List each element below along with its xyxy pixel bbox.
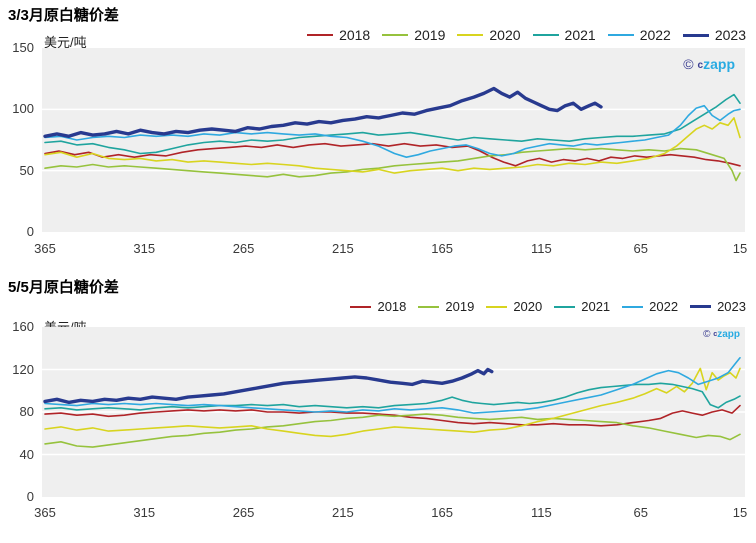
x-tick-label: 65	[633, 241, 648, 256]
legend-item-2022[interactable]: 2022	[607, 27, 671, 43]
legend-item-2019[interactable]: 2019	[418, 299, 474, 314]
legend-swatch-2020	[457, 34, 484, 36]
czapp-logo[interactable]: © czapp	[703, 329, 740, 340]
brand-text: zapp	[703, 56, 735, 72]
series-line-2019	[44, 147, 741, 182]
y-tick-label: 120	[12, 361, 34, 377]
legend-swatch-2018	[350, 305, 372, 308]
legend-5-5: 2018 2019 2020 2021 2022 2023	[338, 299, 746, 314]
series-line-2022	[44, 356, 741, 414]
x-tick-label: 115	[531, 505, 552, 520]
legend-label: 2018	[377, 299, 407, 314]
y-tick-label: 0	[26, 489, 34, 504]
x-tick-label: 65	[633, 505, 648, 520]
legend-label: 2020	[513, 299, 543, 314]
legend-label: 2020	[489, 27, 521, 43]
series-line-2020	[44, 117, 741, 174]
legend-swatch-2019	[418, 305, 440, 308]
chart-title-5-5: 5/5月原白糖价差	[8, 279, 119, 296]
legend-swatch-2023	[682, 33, 709, 37]
series-line-2023	[43, 86, 603, 139]
legend-swatch-2021	[532, 34, 559, 36]
x-tick-label: 215	[331, 505, 354, 520]
legend-swatch-2020	[486, 305, 508, 308]
legend-item-2023[interactable]: 2023	[682, 27, 746, 43]
legend-item-2018[interactable]: 2018	[307, 27, 370, 43]
series-line-2022	[44, 104, 741, 158]
y-tick-label: 160	[12, 319, 34, 334]
legend-label: 2018	[339, 27, 371, 43]
legend-label: 2021	[564, 27, 596, 43]
y-tick-label: 50	[19, 162, 34, 178]
series-line-2021	[44, 93, 741, 155]
legend-label: 2023	[717, 299, 746, 314]
x-tick-label: 365	[34, 241, 56, 256]
series-line-2018	[44, 404, 741, 427]
legend-swatch-2019	[382, 34, 409, 36]
copyright-icon: ©	[683, 56, 694, 72]
x-tick-label: 165	[431, 241, 453, 256]
legend-label: 2019	[414, 27, 446, 43]
legend-label: 2023	[714, 27, 746, 43]
series-line-2023	[43, 367, 494, 405]
legend-item-2022[interactable]: 2022	[622, 299, 678, 314]
plot-canvas	[42, 356, 745, 456]
legend-item-2020[interactable]: 2020	[457, 27, 521, 43]
x-tick-label: 165	[431, 505, 453, 520]
legend-label: 2021	[581, 299, 611, 314]
legend-item-2020[interactable]: 2020	[486, 299, 542, 314]
series-line-2019	[44, 413, 741, 448]
legend-label: 2022	[639, 27, 671, 43]
x-tick-label: 315	[133, 241, 156, 256]
y-tick-label: 80	[19, 404, 34, 419]
x-tick-label: 215	[331, 241, 354, 256]
y-axis-unit-label: 美元/吨	[44, 35, 87, 50]
legend-swatch-2018	[307, 34, 334, 36]
legend-item-2023[interactable]: 2023	[690, 299, 746, 314]
legend-item-2021[interactable]: 2021	[532, 27, 596, 43]
plot-canvas	[42, 86, 745, 182]
x-tick-label: 115	[531, 241, 552, 256]
plot-area-5-5: © czapp	[42, 327, 745, 497]
plot-area-3-3: © czapp	[42, 48, 745, 232]
legend-swatch-2022	[622, 305, 644, 308]
legend-swatch-2022	[607, 34, 634, 36]
x-tick-label: 365	[34, 505, 56, 520]
chart-title-3-3: 3/3月原白糖价差	[8, 7, 119, 24]
y-tick-label: 0	[26, 224, 34, 239]
legend-item-2021[interactable]: 2021	[554, 299, 610, 314]
x-tick-label: 315	[133, 505, 156, 520]
series-line-2018	[44, 142, 741, 167]
series-line-2021	[44, 382, 741, 411]
x-tick-label: 15	[732, 505, 748, 520]
y-tick-label: 40	[19, 446, 34, 462]
czapp-logo[interactable]: © czapp	[683, 56, 735, 72]
copyright-icon: ©	[703, 329, 711, 340]
x-tick-label: 15	[732, 241, 748, 256]
x-tick-label: 265	[232, 505, 255, 520]
legend-item-2019[interactable]: 2019	[382, 27, 445, 43]
legend-item-2018[interactable]: 2018	[350, 299, 406, 314]
x-tick-label: 265	[232, 241, 255, 256]
y-tick-label: 100	[12, 101, 34, 117]
y-tick-label: 150	[12, 40, 34, 55]
legend-swatch-2023	[690, 305, 712, 308]
legend-swatch-2021	[554, 305, 576, 308]
brand-text: zapp	[717, 329, 740, 340]
legend-label: 2022	[649, 299, 679, 314]
legend-label: 2019	[445, 299, 475, 314]
legend-3-3: 2018 2019 2020 2021 2022 2023	[295, 27, 746, 43]
